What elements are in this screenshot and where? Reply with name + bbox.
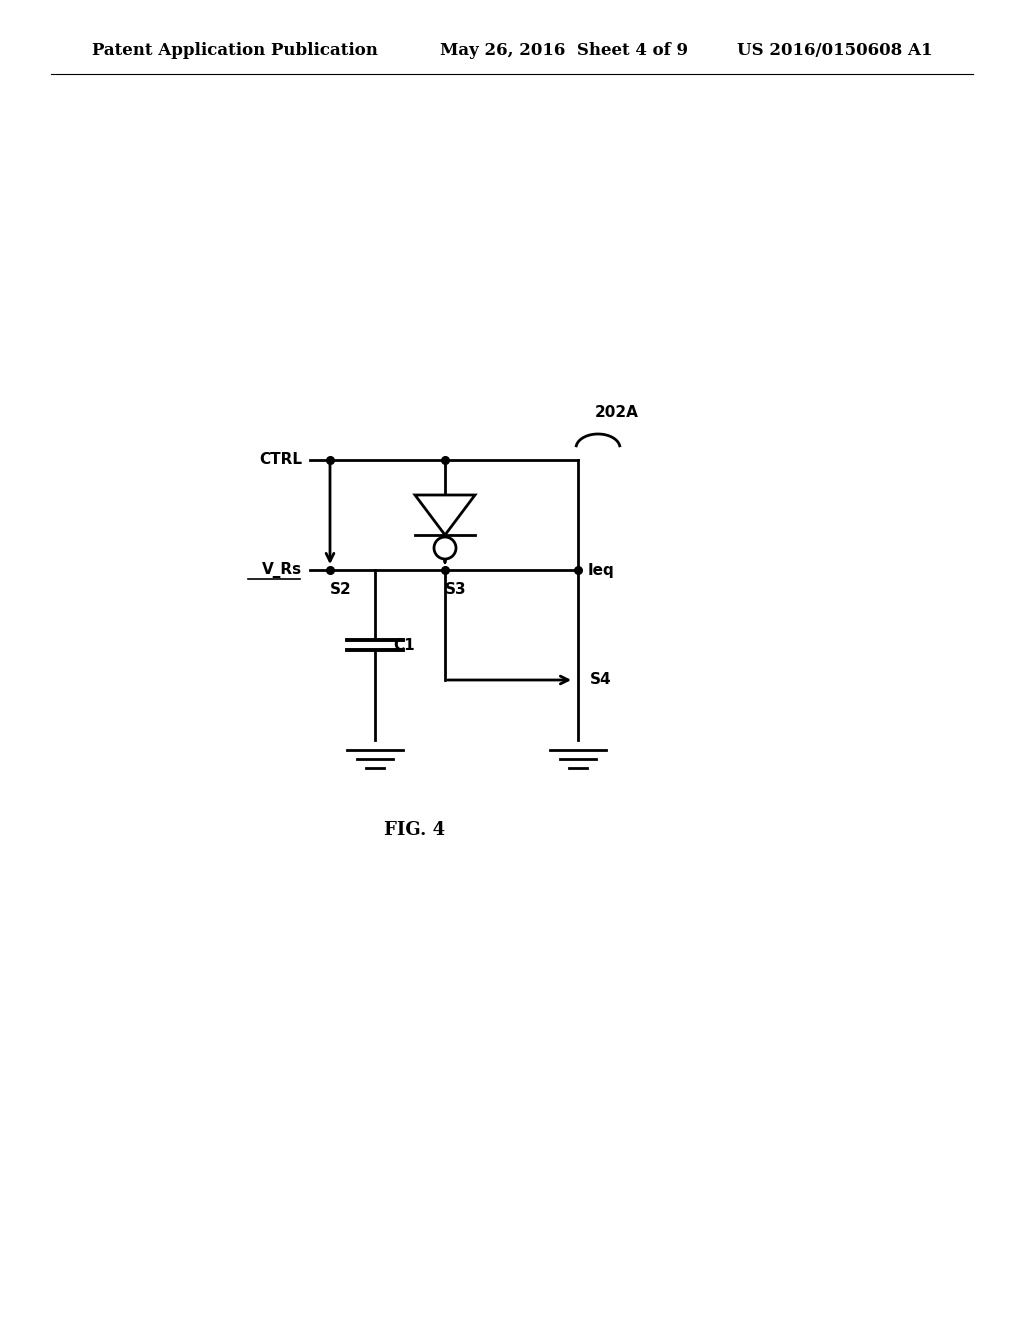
Text: US 2016/0150608 A1: US 2016/0150608 A1 — [737, 42, 933, 58]
Text: C1: C1 — [393, 638, 415, 652]
Text: S3: S3 — [445, 582, 467, 597]
Text: V_Rs: V_Rs — [262, 562, 302, 578]
Text: Patent Application Publication: Patent Application Publication — [92, 42, 378, 58]
Circle shape — [434, 537, 456, 558]
Text: Ieq: Ieq — [588, 562, 614, 578]
Text: S4: S4 — [590, 672, 611, 688]
Text: 202A: 202A — [595, 405, 639, 420]
Text: FIG. 4: FIG. 4 — [384, 821, 445, 840]
Text: CTRL: CTRL — [259, 453, 302, 467]
Text: May 26, 2016  Sheet 4 of 9: May 26, 2016 Sheet 4 of 9 — [440, 42, 688, 58]
Text: S2: S2 — [330, 582, 352, 597]
Polygon shape — [415, 495, 475, 535]
